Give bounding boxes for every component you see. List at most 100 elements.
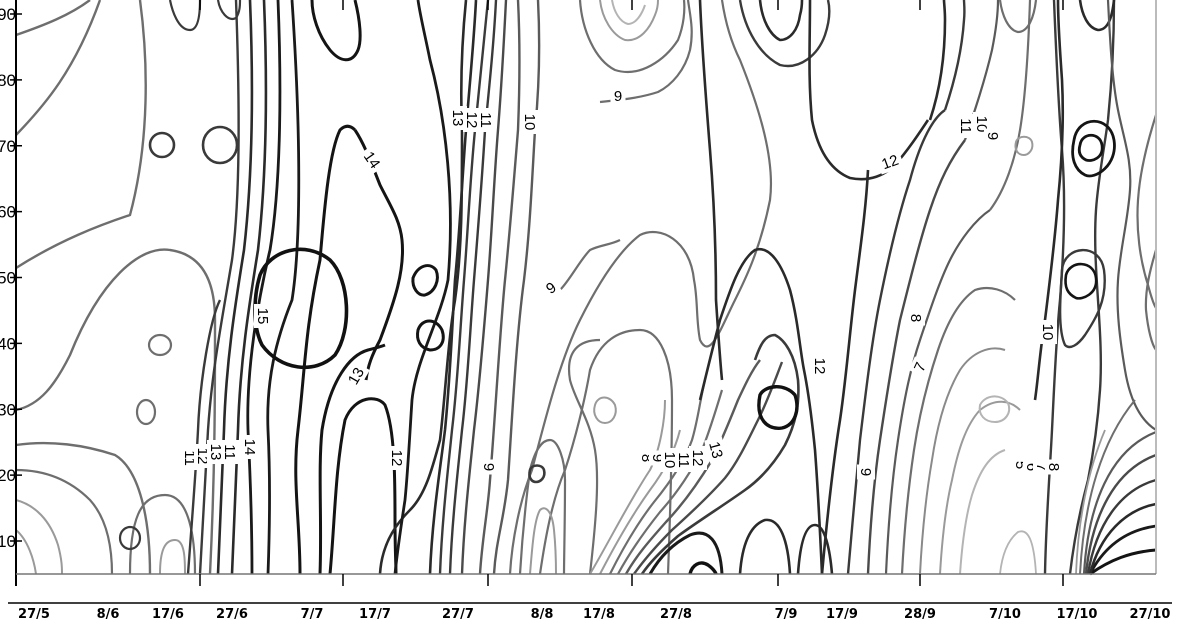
contour-label-text: 9	[649, 454, 666, 462]
x-tick-label: 27/5	[18, 607, 50, 622]
contour-line	[159, 538, 186, 575]
contour-label: 9	[610, 87, 626, 105]
contour-label-text: 12	[463, 112, 480, 129]
x-tick-label: 27/6	[216, 607, 248, 622]
contour-label-text: 10	[1039, 324, 1056, 341]
contour-label-bg	[907, 310, 925, 326]
axes	[8, 0, 1172, 604]
contour-label-text: 10	[661, 452, 678, 469]
contour-line	[928, 0, 947, 121]
contour-loop	[201, 125, 239, 165]
contour-label: 13	[207, 440, 225, 464]
contour-line	[186, 299, 222, 575]
contour-label-bg	[221, 440, 239, 464]
contour-label-bg	[661, 448, 679, 472]
contour-line	[230, 0, 268, 575]
contour-label-bg	[254, 304, 272, 328]
contour-label-bg	[463, 108, 481, 132]
x-tick-label: 27/10	[1130, 607, 1171, 622]
contour-line	[1144, 249, 1158, 351]
contour-label-text: 9	[984, 132, 1001, 140]
contour-label: 11	[477, 108, 495, 132]
y-tick-label: 90	[0, 5, 16, 24]
contour-line	[15, 499, 63, 575]
contour-line	[15, 0, 102, 136]
contour-label-bg	[875, 149, 905, 175]
contour-label: 9	[480, 459, 498, 475]
contour-line	[1078, 0, 1116, 32]
contour-line	[294, 124, 357, 575]
y-tick-label: 80	[0, 71, 16, 90]
contour-line	[266, 0, 301, 575]
contour-loop	[147, 333, 173, 357]
contour-line	[611, 0, 646, 26]
contour-label-text: 10	[521, 114, 538, 131]
contour-label-bg	[1039, 320, 1057, 344]
contour-label-text: 10	[973, 116, 990, 133]
contour-line	[1088, 524, 1157, 575]
contour-loop	[1077, 133, 1104, 162]
x-tick-label: 7/9	[775, 607, 798, 622]
contour-label-text: 9	[614, 88, 622, 105]
contour-line	[168, 0, 202, 32]
contour-loop	[593, 396, 617, 425]
contour-label: 13	[342, 361, 370, 391]
x-tick-label: 17/7	[359, 607, 391, 622]
contour-line	[738, 0, 831, 68]
contour-loop	[1071, 119, 1116, 178]
x-tick-label: 17/6	[152, 607, 184, 622]
contour-loop	[118, 525, 142, 551]
x-tick-label: 7/10	[989, 607, 1021, 622]
contour-line	[1088, 502, 1157, 575]
contour-label: 9	[984, 128, 1002, 144]
contour-line	[998, 0, 1038, 34]
contour-line	[758, 0, 804, 42]
contour-line	[578, 0, 686, 73]
contour-loop	[253, 247, 349, 370]
contour-line	[216, 0, 254, 575]
contour-line	[989, 0, 1032, 211]
contour-label-bg	[984, 128, 1002, 144]
contour-line	[448, 0, 498, 575]
contour-label-text: 8	[907, 314, 924, 322]
y-tick-label: 30	[0, 400, 16, 419]
contour-label-bg	[1045, 459, 1063, 475]
contour-line	[1084, 453, 1157, 575]
contour-label-text: 13	[345, 365, 368, 388]
contour-label-bg	[811, 354, 829, 378]
contour-label-text: 9	[480, 463, 497, 471]
contour-line	[846, 109, 946, 575]
contour-label-text: 6	[1023, 463, 1040, 471]
contour-line	[492, 0, 541, 575]
contour-label-bg	[675, 448, 693, 472]
contour-line	[128, 493, 197, 575]
contour-label: 15	[254, 304, 272, 328]
contour-label: 12	[689, 446, 707, 470]
contour-line	[428, 0, 478, 575]
contour-line	[15, 441, 152, 575]
contour-line	[318, 343, 386, 575]
contour-label: 13	[449, 106, 467, 130]
contour-label-text: 12	[194, 448, 211, 465]
contour-loop	[416, 319, 445, 352]
contour-line	[559, 239, 621, 291]
contour-line	[15, 0, 147, 270]
x-tick-label: 17/8	[583, 607, 615, 622]
contour-line	[943, 0, 966, 111]
contour-label: 10	[521, 110, 539, 134]
x-tick-label: 8/8	[531, 607, 554, 622]
contour-line	[15, 248, 217, 575]
contour-line	[15, 468, 114, 575]
contour-line	[529, 507, 557, 575]
contour-label-text: 12	[388, 450, 405, 467]
contour-label-text: 7	[1033, 463, 1050, 471]
contour-label: 11	[221, 440, 239, 464]
y-ticks: 10 20 30 40 50 60 70 80 90	[0, 5, 22, 551]
contour-label-text: 11	[957, 118, 974, 134]
contour-line	[478, 0, 521, 575]
y-tick-label: 40	[0, 334, 16, 353]
contour-label-bg	[689, 446, 707, 470]
contour-label: 14	[241, 435, 259, 459]
contour-label: 10	[661, 448, 679, 472]
